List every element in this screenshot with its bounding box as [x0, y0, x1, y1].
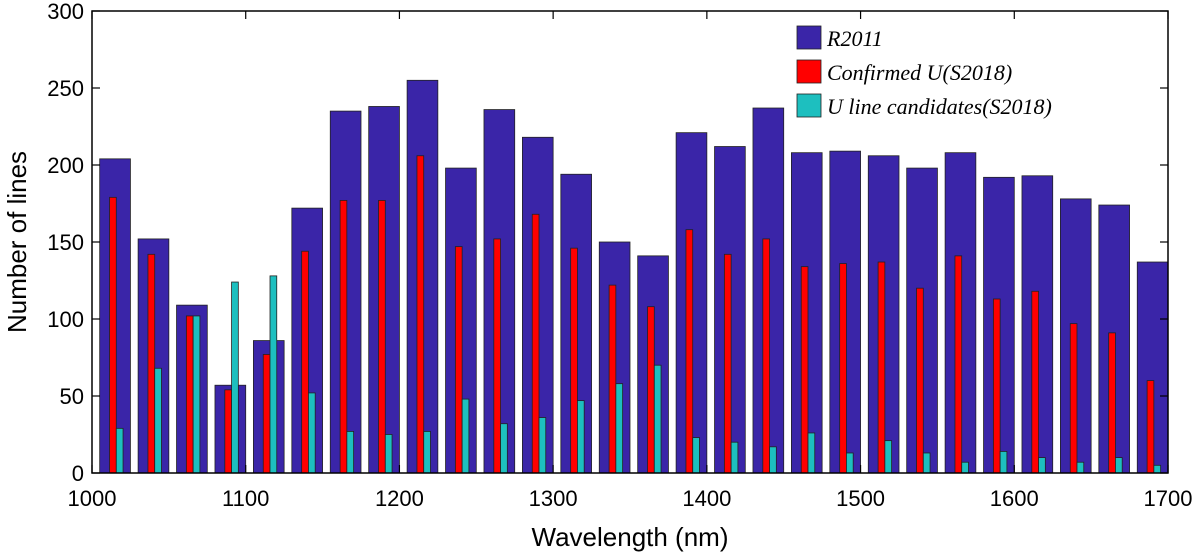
- confirmed-u-bar-1215: [416, 155, 425, 474]
- x-tick-label-1700: 1700: [1144, 486, 1193, 511]
- y-tick-label-150: 150: [47, 230, 84, 255]
- u-candidate-bar-1190: [384, 434, 393, 474]
- x-tick-label-1400: 1400: [682, 486, 731, 511]
- confirmed-u-bar-1340: [608, 284, 617, 474]
- u-candidate-bar-1340: [615, 383, 624, 474]
- u-candidate-bar-1065: [192, 315, 201, 474]
- u-candidate-bar-1365: [653, 364, 662, 474]
- confirmed-u-bar-1465: [800, 266, 809, 474]
- u-candidate-bar-1590: [999, 451, 1008, 474]
- u-candidate-bar-1415: [730, 441, 739, 474]
- u-candidate-bar-1540: [922, 452, 931, 474]
- u-candidate-bar-1040: [154, 367, 162, 474]
- u-candidate-bar-1265: [500, 423, 508, 474]
- u-candidate-bar-1290: [538, 417, 547, 474]
- confirmed-u-bar-1165: [339, 200, 348, 474]
- confirmed-u-bar-1390: [685, 229, 694, 474]
- confirmed-u-bar-1040: [147, 253, 156, 474]
- confirmed-u-bar-1540: [916, 287, 924, 474]
- x-tick-label-1100: 1100: [222, 486, 269, 511]
- u-candidate-bar-1615: [1038, 457, 1046, 474]
- confirmed-u-bar-1490: [839, 263, 847, 474]
- confirmed-u-bar-1590: [992, 298, 1001, 474]
- u-candidate-bar-1490: [846, 452, 854, 474]
- y-tick-label-200: 200: [47, 153, 84, 178]
- confirmed-u-bar-1690: [1146, 380, 1155, 474]
- legend-label-r2011-bar: R2011: [826, 26, 883, 51]
- legend-swatch-confirmed-u-bar: [796, 59, 822, 84]
- legend-label-u-candidate-bar: U line candidates(S2018): [827, 94, 1052, 119]
- x-axis-title: Wavelength (nm): [532, 522, 729, 552]
- u-candidate-bar-1215: [423, 431, 431, 474]
- confirmed-u-bar-1315: [570, 247, 578, 474]
- confirmed-u-bar-1415: [723, 253, 732, 474]
- u-candidate-bar-1515: [884, 440, 893, 474]
- confirmed-u-bar-1615: [1031, 290, 1039, 474]
- x-tick-label-1200: 1200: [375, 486, 424, 511]
- u-candidate-bar-1315: [577, 400, 585, 474]
- legend-label-confirmed-u-bar: Confirmed U(S2018): [827, 60, 1012, 85]
- u-candidate-bar-1440: [769, 446, 777, 474]
- legend-swatch-r2011-bar: [796, 25, 822, 50]
- plot-frame: [91, 10, 1169, 474]
- u-candidate-bar-1115: [269, 275, 278, 474]
- confirmed-u-bar-1515: [877, 261, 886, 474]
- confirmed-u-bar-1065: [185, 315, 194, 474]
- confirmed-u-bar-1365: [647, 306, 655, 474]
- ticks-layer: 1000 1100 1200 1300 1400 1500 1600 1700 0 50 100 15…: [47, 0, 1192, 511]
- y-tick-label-100: 100: [47, 307, 84, 332]
- y-tick-label-50: 50: [60, 384, 84, 409]
- x-tick-label-1000: 1000: [68, 486, 117, 511]
- confirmed-u-bar-1640: [1069, 323, 1078, 474]
- confirmed-u-bar-1265: [493, 238, 501, 474]
- u-candidate-bar-1665: [1115, 457, 1123, 474]
- y-tick-label-250: 250: [47, 76, 84, 101]
- confirmed-u-bar-1015: [109, 196, 117, 474]
- confirmed-u-bar-1090: [224, 389, 232, 474]
- u-candidate-bar-1140: [308, 392, 316, 474]
- legend: R2011 Confirmed U(S2018) U line candidates…: [796, 25, 1052, 119]
- u-candidate-bar-1390: [692, 437, 700, 474]
- u-candidate-bar-1090: [231, 281, 239, 474]
- x-tick-label-1300: 1300: [529, 486, 578, 511]
- u-candidate-bar-1565: [961, 461, 969, 474]
- u-candidate-bar-1465: [807, 432, 816, 474]
- y-tick-label-0: 0: [72, 461, 84, 486]
- confirmed-u-bar-1290: [531, 213, 540, 474]
- u-candidate-bar-1640: [1076, 461, 1085, 474]
- bars-layer: [99, 79, 1169, 474]
- x-tick-label-1600: 1600: [990, 486, 1039, 511]
- confirmed-u-bar-1665: [1108, 332, 1116, 474]
- u-candidate-bar-1015: [115, 427, 124, 474]
- confirmed-u-bar-1240: [454, 246, 463, 474]
- confirmed-u-bar-1140: [301, 250, 309, 474]
- y-axis-title: Number of lines: [2, 151, 32, 333]
- legend-swatch-u-candidate-bar: [796, 93, 822, 118]
- confirmed-u-bar-1565: [954, 255, 963, 474]
- y-tick-label-300: 300: [47, 0, 84, 24]
- confirmed-u-bar-1115: [262, 354, 271, 474]
- confirmed-u-bar-1190: [378, 200, 386, 474]
- u-candidate-bar-1240: [461, 398, 470, 474]
- confirmed-u-bar-1440: [762, 238, 770, 474]
- u-candidate-bar-1165: [346, 431, 355, 474]
- u-candidate-bar-1690: [1153, 464, 1162, 474]
- x-tick-label-1500: 1500: [836, 486, 885, 511]
